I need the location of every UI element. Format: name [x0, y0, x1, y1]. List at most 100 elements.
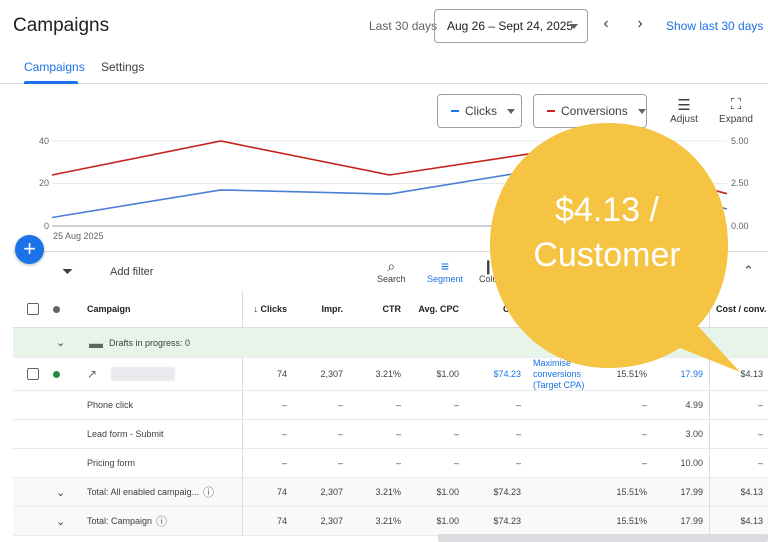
date-range-select[interactable]: Aug 26 – Sept 24, 2025 [434, 9, 588, 43]
columns-label: Colu [479, 274, 498, 284]
cell-cost-per-conv: $4.13 [740, 516, 763, 526]
row-checkbox[interactable] [27, 368, 39, 380]
horizontal-scrollbar[interactable] [438, 534, 768, 542]
metric-conversions-dropdown[interactable]: Conversions [533, 94, 647, 128]
cell-bid-strategy[interactable]: Maximise conversions (Target CPA) [533, 357, 585, 390]
conversion-action-name: Pricing form [87, 458, 136, 468]
campaign-type-icon: ↗ [87, 367, 98, 381]
conversions-legend-swatch [547, 110, 555, 112]
callout-line-2: Customer [533, 236, 681, 274]
caret-down-icon [637, 108, 646, 114]
table-row: Lead form - Submit – – – – – – 3.00 – [13, 420, 768, 449]
segment-button[interactable]: ≡ Segment [427, 258, 463, 284]
active-tab-indicator [24, 81, 78, 84]
series-line-conversions [51, 140, 728, 195]
chevron-down-icon[interactable]: ⌄ [56, 337, 66, 349]
cell-conv-rate: 15.51% [616, 369, 647, 379]
x-start-tick: 25 Aug 2025 [53, 231, 104, 241]
page-title: Campaigns [13, 15, 110, 36]
cell-impr: – [337, 429, 343, 439]
cell-impr: 2,307 [320, 369, 343, 379]
segment-icon: ≡ [440, 258, 450, 274]
callout-line-1: $4.13 / [555, 191, 659, 229]
col-header-cost-per-conv[interactable]: Cost / conv. [716, 304, 767, 314]
expand-label: Expand [719, 114, 753, 125]
cell-impr: 2,307 [320, 516, 343, 526]
cell-clicks: 74 [276, 487, 287, 497]
col-header-impr[interactable]: Impr. [321, 304, 343, 314]
cell-ctr: 3.21% [375, 487, 401, 497]
cell-cost-per-conv: $4.13 [740, 369, 763, 379]
expand-button[interactable]: ⛶ Expand [717, 96, 755, 125]
caret-down-icon [570, 24, 578, 29]
cell-conversions: 17.99 [680, 487, 703, 497]
enabled-status-dot[interactable] [53, 370, 60, 378]
cell-avg-cpc: – [453, 429, 459, 439]
cell-cost: – [515, 429, 521, 439]
search-icon: ⌕ [387, 258, 396, 274]
drafts-label: Drafts in progress: 0 [109, 337, 191, 348]
adjust-label: Adjust [670, 114, 698, 125]
cell-ctr: 3.21% [375, 516, 401, 526]
col-header-campaign[interactable]: Campaign [87, 304, 131, 314]
cell-impr: – [337, 400, 343, 410]
cell-conv-rate: – [641, 400, 647, 410]
cell-cost-per-conv: – [757, 429, 763, 439]
select-all-checkbox[interactable] [27, 303, 39, 315]
col-header-clicks[interactable]: ↓ Clicks [253, 304, 287, 314]
segment-label: Segment [427, 274, 464, 284]
tab-campaigns[interactable]: Campaigns [24, 60, 85, 74]
y-left-tick: 0 [44, 221, 50, 231]
conversion-action-name: Lead form - Submit [87, 429, 164, 439]
cell-clicks: – [281, 429, 287, 439]
drafts-row: ⌄ ▬ Drafts in progress: 0 [13, 328, 768, 358]
cell-clicks: 74 [276, 516, 287, 526]
cell-impr: – [337, 458, 343, 468]
help-icon[interactable]: ⓘ [203, 487, 214, 499]
show-last-30-days-link[interactable]: Show last 30 days [666, 19, 764, 33]
chevron-right-icon[interactable]: › [637, 15, 643, 32]
cell-conv-rate: 15.51% [616, 487, 647, 497]
table-header-row: Campaign ↓ Clicks Impr. CTR Avg. CPC Co … [13, 291, 768, 328]
col-header-cost[interactable]: Co [503, 304, 515, 314]
chevron-down-icon[interactable]: ⌄ [56, 515, 66, 528]
status-dot [53, 305, 60, 313]
help-icon[interactable]: ⓘ [156, 516, 167, 528]
table-row: Pricing form – – – – – – 10.00 – [13, 449, 768, 478]
chevron-down-icon[interactable]: ⌄ [56, 486, 66, 499]
add-button[interactable]: + [15, 235, 44, 264]
cell-cost[interactable]: $74.23 [493, 369, 521, 379]
campaign-name-redacted[interactable] [111, 367, 175, 381]
chevron-up-icon[interactable]: ⌃ [743, 263, 754, 278]
tab-settings[interactable]: Settings [101, 60, 145, 74]
adjust-button[interactable]: ☰ Adjust [666, 96, 702, 125]
search-button[interactable]: ⌕ Search [377, 258, 406, 284]
y-right-tick: 2.50 [731, 178, 749, 188]
total-label: Total: All enabled campaig... [87, 487, 200, 497]
total-row: ⌄ Total: All enabled campaig... ⓘ 74 2,3… [13, 478, 768, 507]
filter-icon[interactable]: ⏷ [62, 263, 74, 279]
caret-down-icon [507, 108, 515, 114]
cell-conversions[interactable]: 17.99 [680, 369, 703, 379]
callout-text: $4.13 / Customer [512, 188, 702, 278]
cell-clicks: – [281, 458, 287, 468]
add-filter-button[interactable]: Add filter [110, 266, 154, 278]
cell-ctr: 3.21% [375, 369, 401, 379]
metric-clicks-dropdown[interactable]: Clicks [437, 94, 522, 128]
chevron-left-icon[interactable]: ‹ [603, 15, 609, 32]
col-header-ctr[interactable]: CTR [382, 304, 402, 314]
clicks-legend-swatch [451, 110, 459, 112]
col-header-avg-cpc[interactable]: Avg. CPC [418, 304, 459, 314]
date-range-label: Last 30 days [369, 19, 438, 33]
table-row: Phone click – – – – – – 4.99 – [13, 391, 768, 420]
cell-impr: 2,307 [320, 487, 343, 497]
cell-conversions: 4.99 [685, 400, 703, 410]
search-label: Search [377, 274, 406, 284]
columns-button[interactable]: ❙ Colu [479, 258, 498, 284]
columns-icon: ❙ [482, 258, 495, 274]
metric-conversions-label: Conversions [561, 104, 628, 118]
cell-cost-per-conv: – [757, 458, 763, 468]
cell-cost: $74.23 [493, 516, 521, 526]
cell-conv-rate: – [641, 429, 647, 439]
cell-ctr: – [395, 400, 401, 410]
